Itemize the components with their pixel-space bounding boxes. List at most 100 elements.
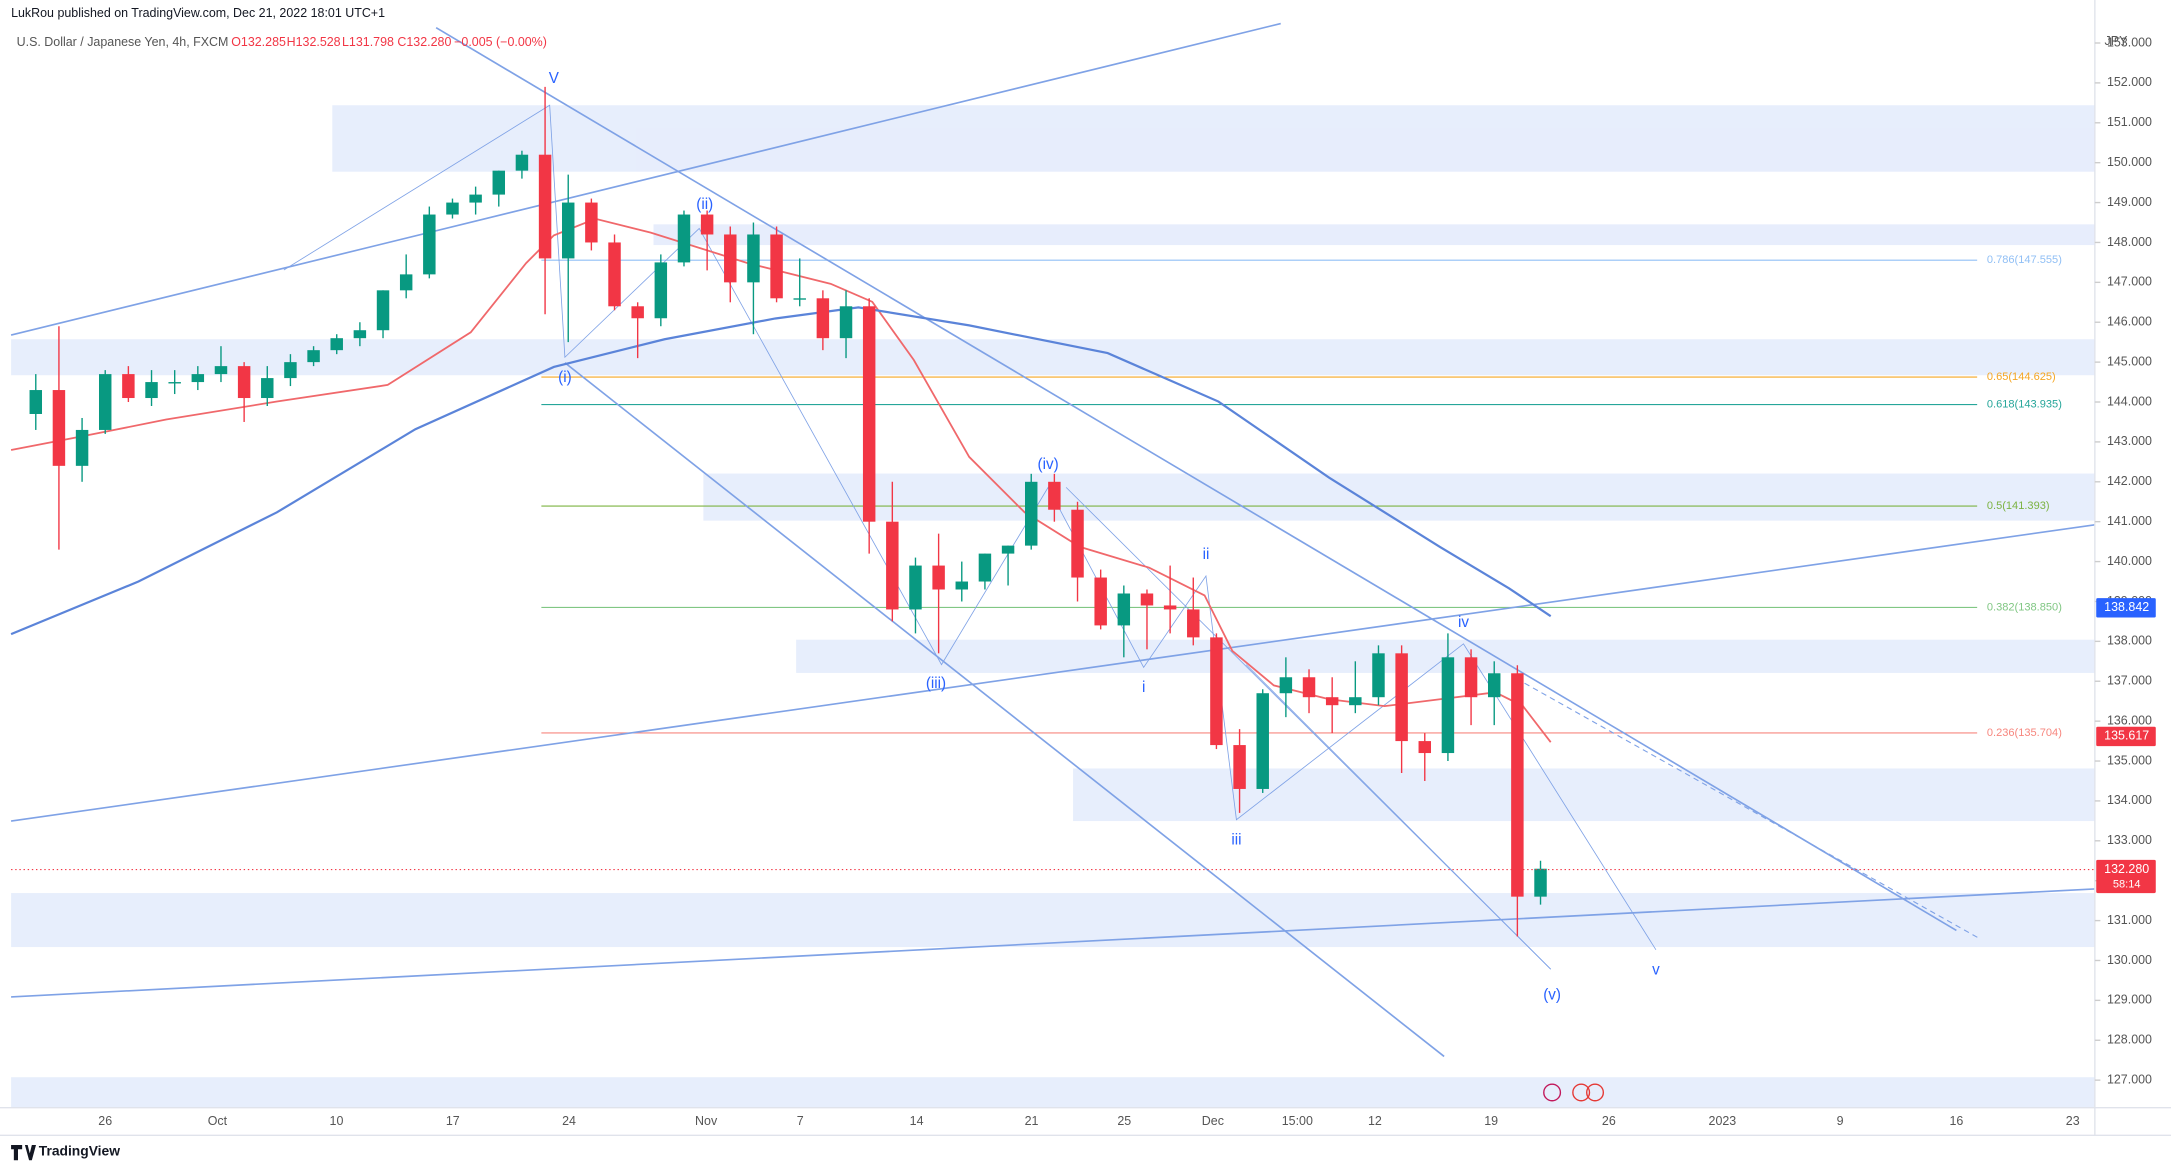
y-tick-label: 134.000 (2107, 793, 2152, 807)
y-tick-label: 127.000 (2107, 1072, 2152, 1086)
header-value: H132.528 (287, 35, 341, 49)
wave-label: (v) (1543, 987, 1561, 1004)
channel-extension (1515, 677, 1981, 940)
candle-body (1233, 745, 1246, 789)
candle-body (1302, 677, 1316, 698)
fib-label: 0.382(138.850) (1987, 601, 2062, 613)
x-tick-label: 10 (330, 1114, 344, 1128)
countdown: 58:14 (2113, 879, 2141, 891)
wave-label: (iv) (1038, 456, 1059, 473)
event-icon (1586, 1083, 1605, 1102)
y-tick-label: 142.000 (2107, 474, 2152, 488)
candle-body (52, 390, 66, 466)
y-tick-label: 129.000 (2107, 993, 2152, 1007)
moving-average-fast (10, 217, 1552, 743)
candle-body (214, 366, 228, 375)
candle-body (399, 274, 413, 291)
candle-body (585, 202, 598, 243)
x-tick-label: 9 (1837, 1114, 1844, 1128)
fib-label: 0.65(144.625) (1987, 371, 2056, 383)
header-value: L131.798 (342, 35, 394, 49)
candle-body (561, 202, 575, 259)
y-tick-label: 128.000 (2107, 1033, 2152, 1047)
candle-body (237, 366, 251, 399)
candle-body (1140, 593, 1154, 606)
trend-line (10, 22, 1281, 336)
candle-body (1071, 509, 1084, 578)
x-tick-label: 17 (446, 1114, 460, 1128)
candles (11, 86, 2095, 937)
x-tick-label: 14 (910, 1114, 924, 1128)
zone (11, 1077, 2095, 1108)
y-tick-label: 144.000 (2107, 394, 2152, 408)
candle-body (1163, 605, 1177, 610)
price-tag (2096, 859, 2156, 894)
candle-body (1187, 609, 1200, 638)
moving-average-slow (10, 306, 1552, 636)
price-tag (2096, 726, 2156, 747)
y-tick-label: 145.000 (2107, 354, 2152, 368)
candle-body (1325, 697, 1339, 706)
price-tag-label: 135.617 (2104, 729, 2149, 743)
wave-label: iii (1231, 831, 1241, 848)
candle-body (423, 214, 436, 275)
x-tick-label: 7 (797, 1114, 804, 1128)
y-tick-label: 153.000 (2107, 35, 2152, 49)
x-tick-label: Oct (208, 1114, 228, 1128)
x-tick-label: 16 (1949, 1114, 1963, 1128)
candle-body (793, 298, 806, 300)
candle-body (1210, 637, 1223, 746)
wave-label: (i) (558, 369, 572, 386)
zone (11, 339, 2095, 376)
fib-label: 0.786(147.555) (1987, 254, 2062, 266)
price-tag (2096, 598, 2156, 618)
footer (0, 1135, 2171, 1170)
x-tick-label: 26 (1602, 1114, 1616, 1128)
candle-body (839, 306, 853, 339)
x-tick-label: 25 (1117, 1114, 1131, 1128)
candle-body (75, 429, 89, 466)
y-tick-label: 140.000 (2107, 554, 2152, 568)
candle-body (469, 194, 482, 203)
x-tick-label: 2023 (1709, 1114, 1737, 1128)
candle-body (446, 202, 459, 215)
candle-body (1487, 673, 1501, 698)
channel-line (435, 26, 1957, 932)
candle-body (1279, 677, 1293, 694)
zone (11, 893, 2095, 948)
y-tick-label: 130.000 (2107, 953, 2152, 967)
candle-body (492, 170, 506, 195)
wave-line (1245, 664, 1552, 970)
candle-body (700, 214, 714, 235)
x-tick-label: 23 (2066, 1114, 2080, 1128)
y-tick-label: 141.000 (2107, 514, 2152, 528)
fib-label: 0.5(141.393) (1987, 500, 2050, 512)
x-tick-label: 15:00 (1282, 1114, 1313, 1128)
candle-body (145, 382, 158, 399)
y-tick-label: 151.000 (2107, 115, 2152, 129)
candle-body (1511, 673, 1524, 897)
zone (653, 224, 2095, 246)
zone (1073, 768, 2095, 822)
candle-body (955, 581, 969, 590)
wave-label: v (1652, 962, 1660, 979)
y-tick-label: 136.000 (2107, 713, 2152, 727)
wave-label: V (549, 70, 560, 87)
candle-body (816, 298, 830, 339)
y-tick-label: 146.000 (2107, 315, 2152, 329)
candle-body (631, 306, 644, 319)
y-tick-label: 133.000 (2107, 833, 2152, 847)
header-values: O132.285 H132.528 L131.798 C132.280 −0.005 (… (231, 35, 547, 49)
wave-label: (ii) (696, 196, 713, 213)
drawings (10, 22, 2095, 1058)
fib-label: 0.618(143.935) (1987, 399, 2062, 411)
y-tick-label: 143.000 (2107, 434, 2152, 448)
candle-body (1256, 693, 1269, 789)
channel-line (564, 362, 1445, 1058)
x-tick-label: 19 (1484, 1114, 1498, 1128)
price-tag-label: 132.280 (2104, 862, 2149, 876)
candle-body (724, 234, 737, 283)
event-icons (1543, 1083, 1605, 1102)
candle-body (1441, 657, 1455, 754)
